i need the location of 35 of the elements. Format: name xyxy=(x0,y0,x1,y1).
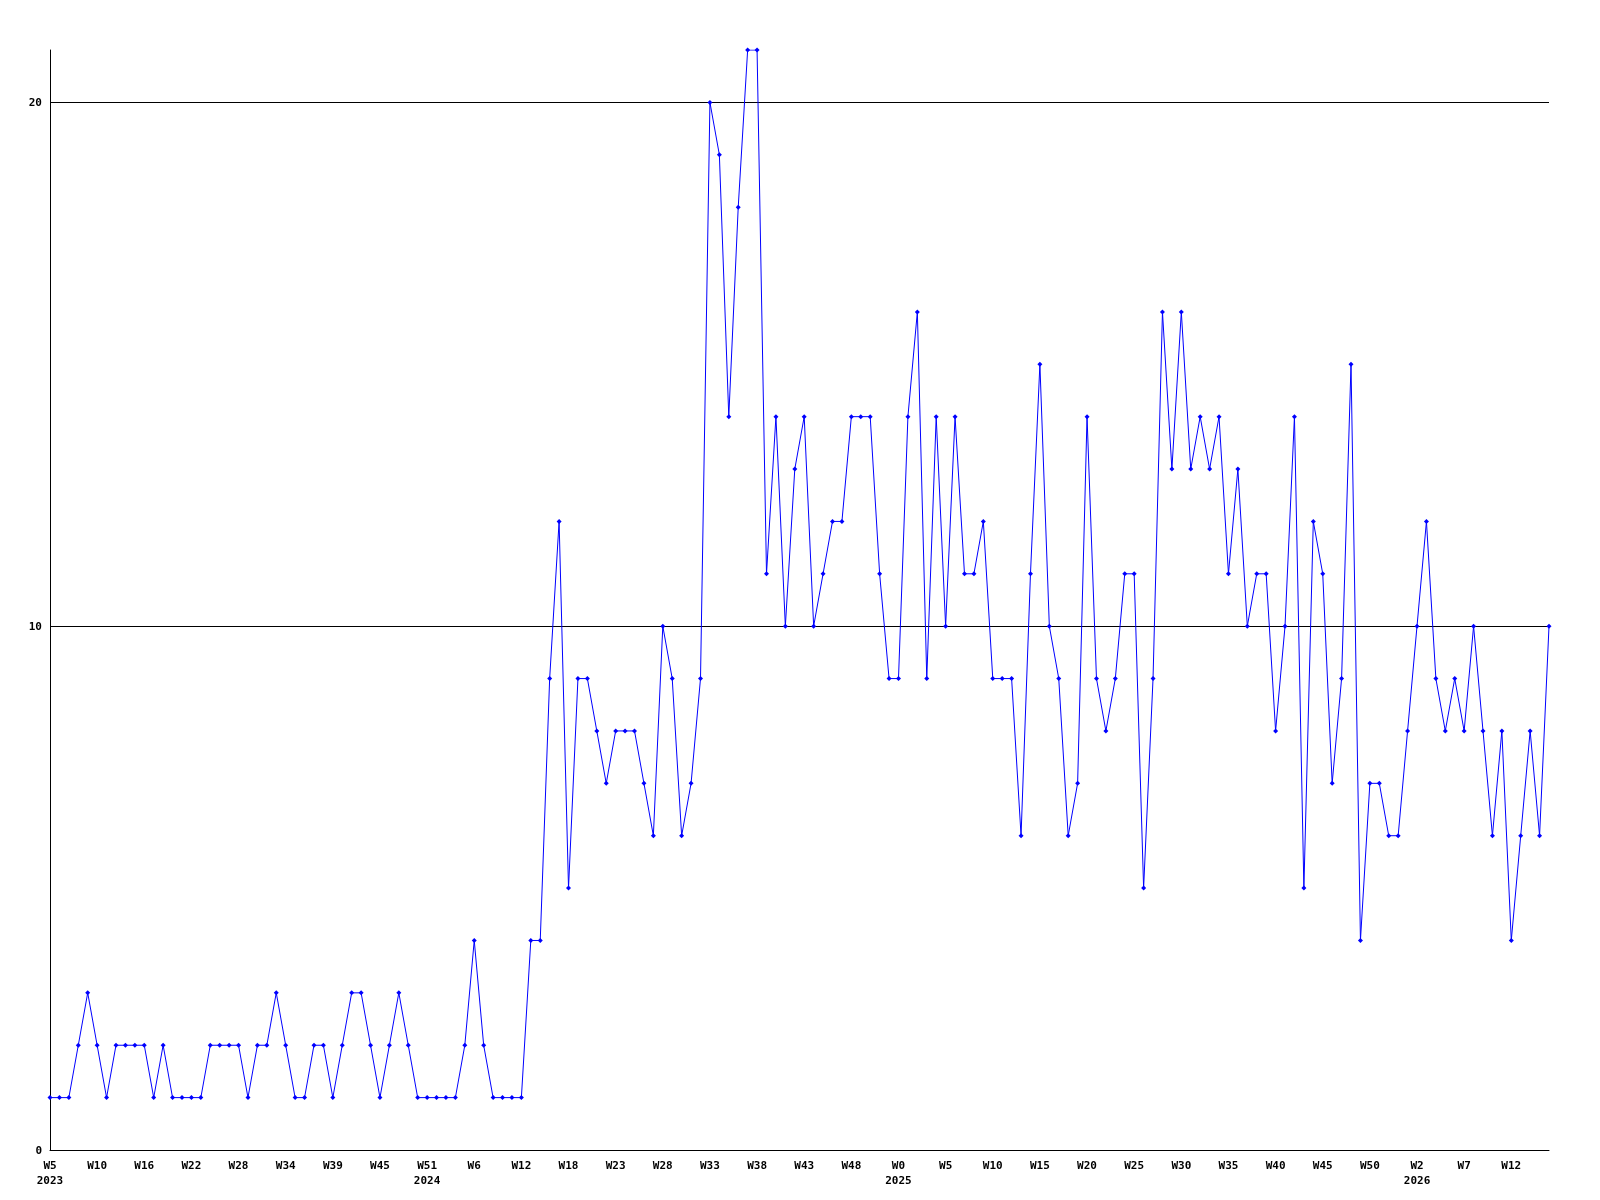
x-tick-label: W5 xyxy=(939,1159,953,1172)
x-tick-label: W45 xyxy=(370,1159,390,1172)
x-tick-label: W50 xyxy=(1359,1159,1380,1172)
x-tick-label: W0 2025 xyxy=(885,1159,912,1187)
x-tick-label: W39 xyxy=(322,1159,343,1172)
y-tick-label: 0 xyxy=(35,1143,42,1157)
x-tick-label: W10 xyxy=(87,1159,108,1172)
x-tick-label: W45 xyxy=(1312,1159,1333,1172)
x-tick-label: W35 xyxy=(1218,1159,1239,1172)
x-tick-label: W34 xyxy=(275,1159,296,1172)
x-tick-label: W12 xyxy=(511,1159,532,1172)
x-tick-label: W12 xyxy=(1501,1159,1522,1172)
x-tick-label: W18 xyxy=(558,1159,579,1172)
x-tick-label: W40 xyxy=(1265,1159,1286,1172)
y-tick-label: 10 xyxy=(28,619,42,633)
x-tick-label: W20 xyxy=(1077,1159,1097,1172)
x-tick-label: W15 xyxy=(1029,1159,1050,1172)
x-tick-label: W5 2023 xyxy=(36,1159,64,1187)
x-tick-label: W30 xyxy=(1171,1159,1192,1172)
x-tick-label: W23 xyxy=(605,1159,626,1172)
x-tick-label: W25 xyxy=(1124,1159,1145,1172)
y-tick-label: 20 xyxy=(28,95,42,109)
x-tick-label: W28 xyxy=(228,1159,249,1172)
x-tick-label: W10 xyxy=(982,1159,1003,1172)
x-tick-label: W48 xyxy=(841,1159,862,1172)
x-tick-label: W28 xyxy=(652,1159,673,1172)
x-tick-label: W51 2024 xyxy=(413,1159,441,1187)
x-tick-label: W22 xyxy=(181,1159,202,1172)
x-tick-label: W38 xyxy=(747,1159,768,1172)
x-tick-label: W7 xyxy=(1457,1159,1471,1172)
x-tick-label: W6 xyxy=(467,1159,482,1172)
x-tick-label: W33 xyxy=(700,1159,720,1172)
x-tick-label: W16 xyxy=(134,1159,155,1172)
x-tick-label: W43 xyxy=(794,1159,815,1172)
x-tick-label: W2 2026 xyxy=(1403,1159,1431,1187)
